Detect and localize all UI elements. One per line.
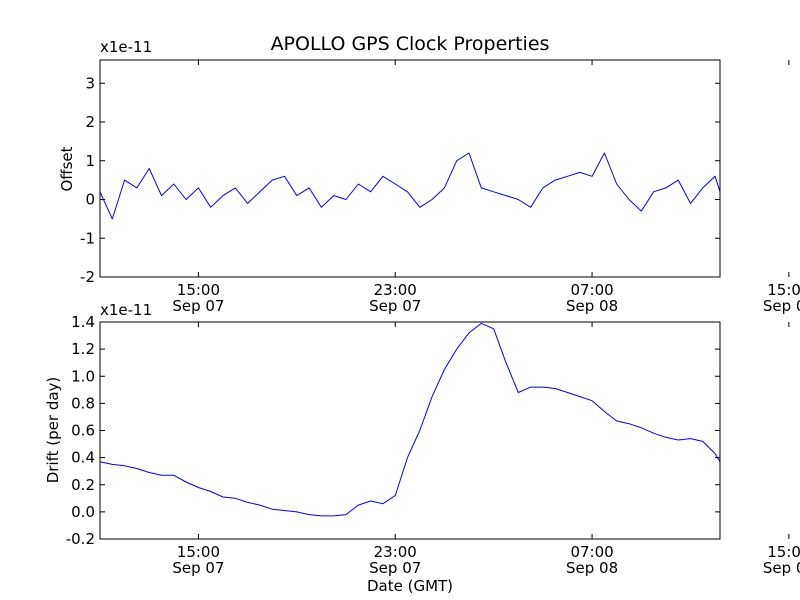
- drift-x-tick-label-date: Sep 07: [369, 559, 421, 577]
- chart-title: APOLLO GPS Clock Properties: [271, 33, 550, 55]
- drift-y-axis-label: Drift (per day): [44, 377, 62, 484]
- offset-y-axis-label: Offset: [58, 146, 76, 191]
- drift-marks: [99, 322, 721, 517]
- drift-y-tick-label: 0.0: [71, 503, 95, 521]
- drift-y-tick-label: 0.8: [71, 394, 95, 412]
- drift-y-tick-label: 1.2: [71, 340, 95, 358]
- offset-x-tick-label-time: 23:00: [374, 281, 417, 299]
- offset-x-tick-label-time: 15:00: [177, 281, 220, 299]
- offset-series-line: [99, 152, 721, 220]
- offset-y-tick-label: 3: [85, 74, 95, 92]
- drift-x-tick-label-time: 07:00: [570, 543, 613, 561]
- drift-y-tick-label: 0.4: [71, 449, 95, 467]
- drift-series-line: [99, 322, 721, 517]
- drift-x-tick-label-time: 15:00: [767, 543, 800, 561]
- drift-y-tick-label: 0.2: [71, 476, 95, 494]
- drift-x-tick-label-date: Sep 08: [763, 559, 800, 577]
- drift-y-tick-label: -0.2: [66, 530, 95, 548]
- offset-plot-frame: [99, 59, 721, 278]
- offset-y-tick-label: -2: [80, 268, 95, 286]
- offset-y-tick-label: 2: [85, 113, 95, 131]
- offset-x-tick-label-date: Sep 07: [172, 297, 224, 315]
- drift-x-tick-label-date: Sep 07: [172, 559, 224, 577]
- drift-plot-frame: [99, 321, 721, 540]
- offset-x-tick-label-date: Sep 07: [369, 297, 421, 315]
- drift-x-tick-label-time: 15:00: [177, 543, 220, 561]
- drift-y-tick-label: 1.0: [71, 367, 95, 385]
- offset-x-tick-label-date: Sep 08: [763, 297, 800, 315]
- offset-x-tick-label-date: Sep 08: [566, 297, 618, 315]
- offset-y-tick-label: 0: [85, 191, 95, 209]
- drift-x-tick-label-time: 23:00: [374, 543, 417, 561]
- offset-y-tick-label: 1: [85, 152, 95, 170]
- offset-x-tick-label-time: 15:00: [767, 281, 800, 299]
- drift-x-tick-label-date: Sep 08: [566, 559, 618, 577]
- offset-y-multiplier: x1e-11: [100, 38, 152, 56]
- drift-y-tick-label: 0.6: [71, 422, 95, 440]
- drift-y-multiplier: x1e-11: [100, 301, 152, 319]
- offset-y-tick-label: -1: [80, 229, 95, 247]
- drift-chart: x1e-11 Drift (per day) Date (GMT) -0.2 0.…: [44, 301, 800, 595]
- offset-x-tick-label-time: 07:00: [570, 281, 613, 299]
- offset-marks: [99, 152, 721, 220]
- drift-x-axis-label: Date (GMT): [367, 577, 453, 595]
- offset-chart: APOLLO GPS Clock Properties x1e-11 Offse…: [58, 33, 800, 315]
- drift-y-tick-label: 1.4: [71, 313, 95, 331]
